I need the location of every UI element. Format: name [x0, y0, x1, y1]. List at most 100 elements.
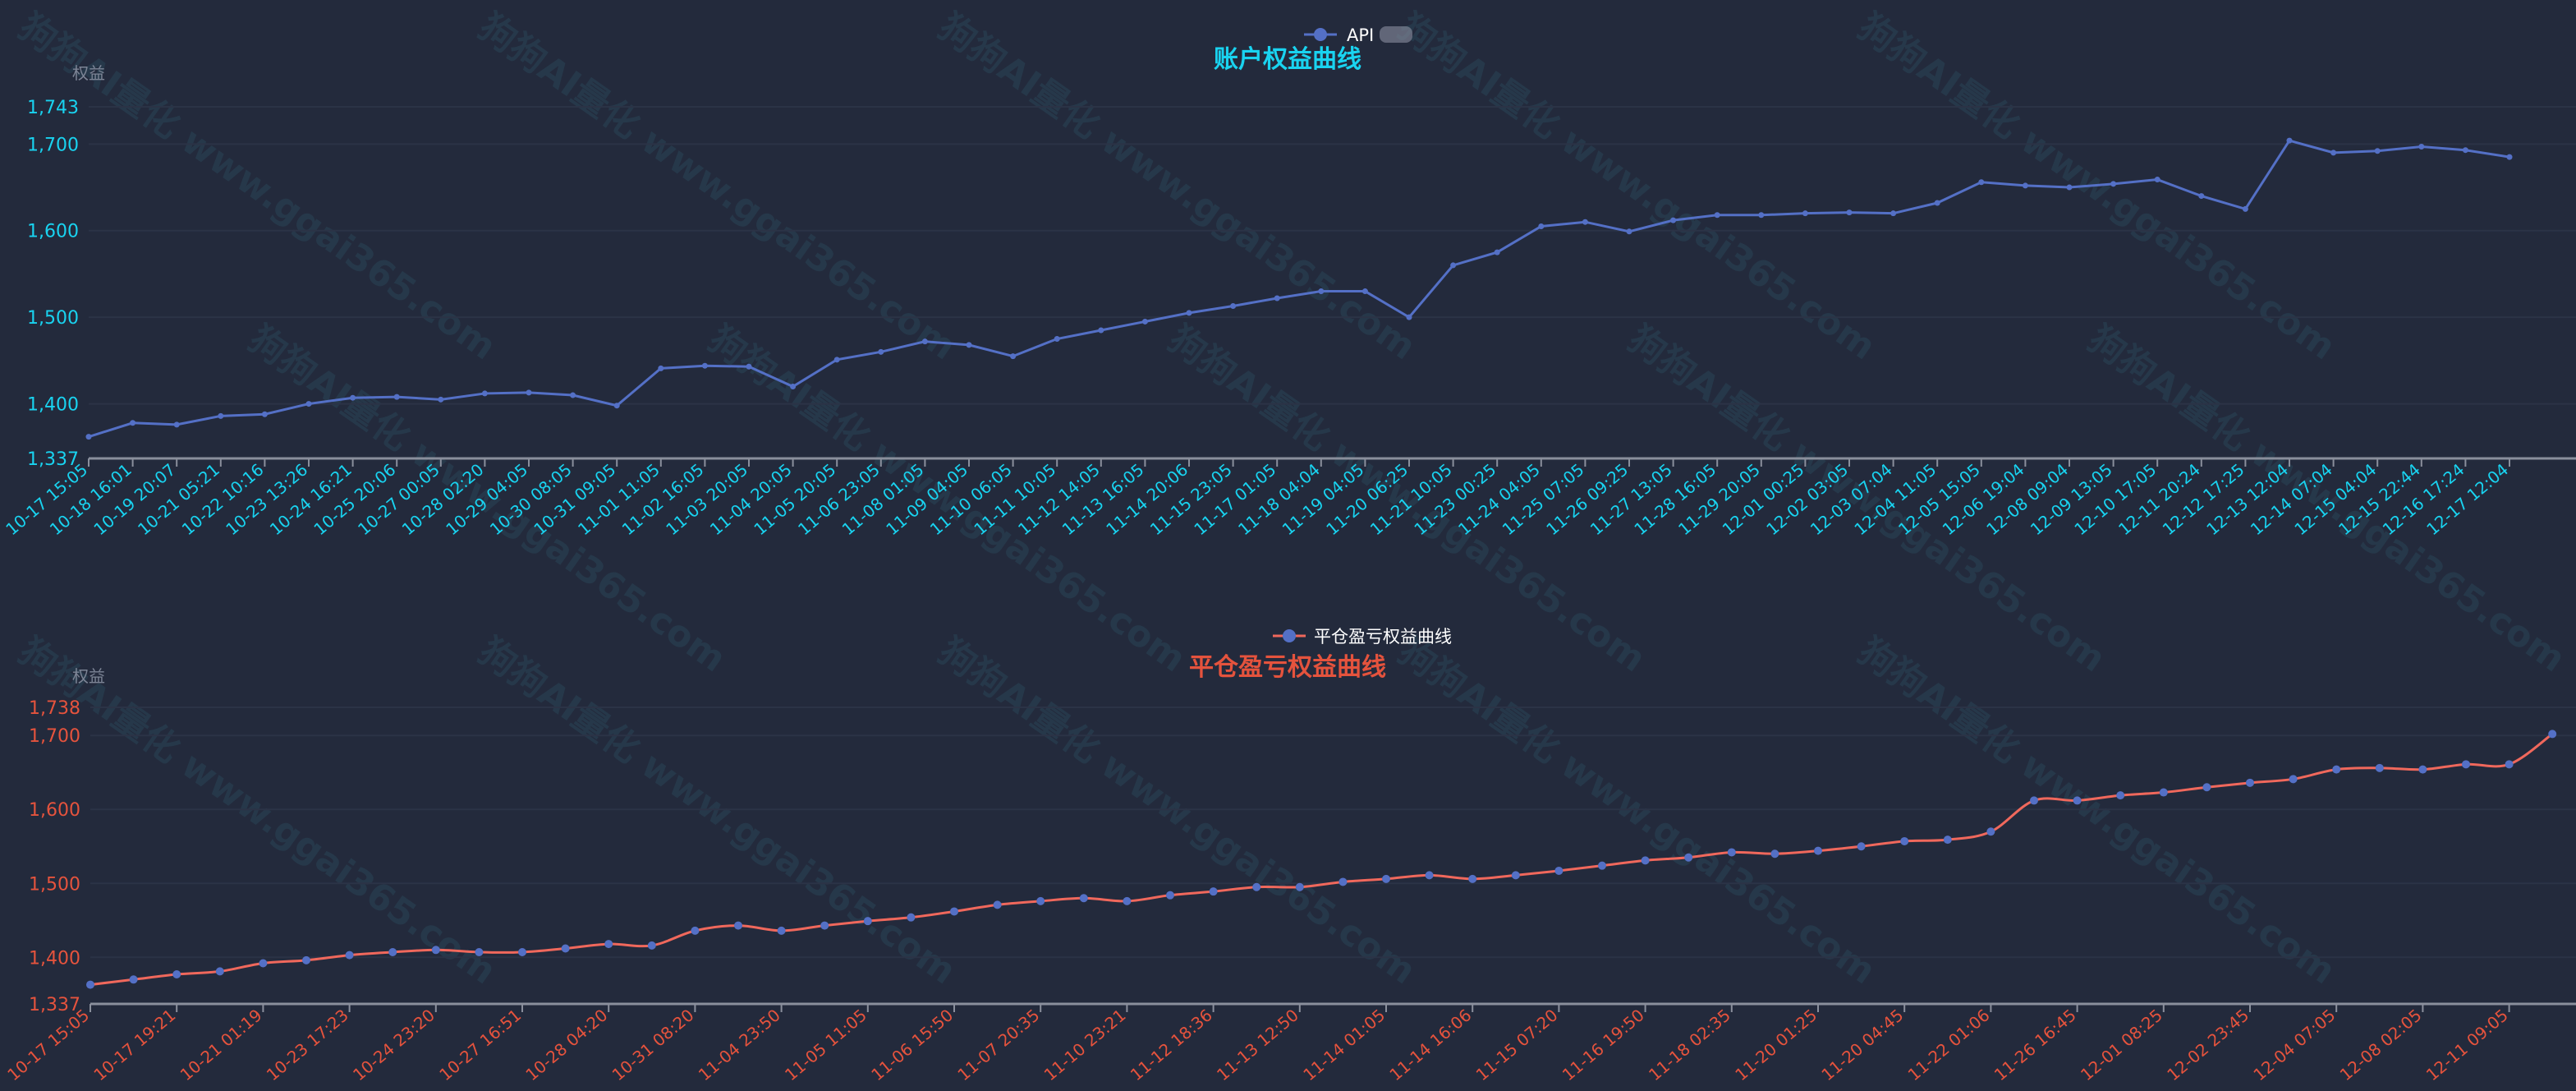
bottom-series	[86, 730, 2557, 989]
data-point	[1382, 874, 1390, 883]
data-point	[2375, 763, 2384, 772]
bottom-legend[interactable]: 平仓盈亏权益曲线	[1273, 627, 1452, 647]
data-point	[2462, 760, 2470, 769]
bottom-y-axis-name: 权益	[72, 666, 105, 686]
data-point	[2030, 796, 2038, 805]
x-tick-label: 10-24 23:20	[349, 1005, 439, 1084]
top-y-axis-name: 权益	[72, 63, 105, 83]
data-point	[2418, 765, 2427, 774]
data-point	[393, 394, 400, 400]
data-point	[570, 392, 576, 398]
watermark-text: 狗狗AI量化 www.ggai365.com	[931, 630, 1423, 992]
data-point	[1186, 310, 1192, 316]
data-point	[1141, 318, 1148, 325]
data-point	[218, 412, 224, 419]
watermark-text: 狗狗AI量化 www.ggai365.com	[1391, 630, 1883, 992]
data-point	[1098, 327, 1104, 334]
x-tick-label: 11-06 15:50	[867, 1005, 957, 1084]
x-tick-label: 12-11 09:05	[2422, 1005, 2512, 1084]
data-point	[1758, 212, 1765, 219]
series-line	[88, 139, 2510, 439]
data-point	[604, 940, 613, 949]
watermark-text: 狗狗AI量化 www.ggai365.com	[701, 318, 1193, 680]
top-chart-title: 账户权益曲线	[1214, 45, 1361, 74]
top-grid	[89, 106, 2576, 405]
data-point	[1670, 217, 1677, 223]
data-point	[647, 941, 656, 950]
data-point	[561, 944, 570, 953]
data-point	[1890, 210, 1897, 217]
data-point	[1054, 336, 1060, 343]
data-point	[921, 338, 928, 345]
data-point	[2242, 205, 2248, 212]
data-point	[1538, 223, 1545, 229]
y-tick-label: 1,738	[29, 698, 80, 719]
data-point	[1252, 882, 1261, 891]
data-point	[1318, 288, 1325, 295]
data-point	[2505, 760, 2514, 769]
data-point	[1582, 219, 1588, 225]
data-point	[950, 907, 958, 916]
x-tick-label: 10-17 19:21	[90, 1005, 179, 1084]
x-tick-label: 11-13 12:50	[1213, 1005, 1302, 1084]
data-point	[1274, 295, 1280, 302]
data-point	[2418, 143, 2425, 150]
x-tick-label: 10-28 04:20	[521, 1005, 611, 1084]
data-point	[746, 363, 752, 370]
data-point	[261, 411, 268, 417]
x-tick-label: 11-04 23:50	[695, 1005, 784, 1084]
watermark-text: 狗狗AI量化 www.ggai365.com	[1851, 6, 2343, 368]
data-point	[172, 969, 181, 978]
data-point	[1934, 200, 1940, 206]
data-point	[1494, 249, 1500, 255]
data-point	[1802, 210, 1808, 217]
data-point	[518, 947, 526, 956]
x-tick-label: 12-01 08:25	[2077, 1005, 2166, 1084]
y-tick-label: 1,400	[29, 948, 80, 969]
y-tick-label: 1,500	[27, 308, 79, 329]
data-point	[130, 420, 136, 426]
data-point	[1079, 894, 1088, 903]
y-tick-label: 1,337	[27, 449, 79, 470]
x-tick-label: 10-27 16:51	[435, 1005, 525, 1084]
data-point	[2506, 154, 2513, 160]
data-point	[1425, 871, 1434, 880]
y-tick-label: 1,743	[27, 98, 79, 118]
data-point	[1857, 842, 1866, 851]
data-point	[878, 348, 884, 355]
top-y-axis: 1,337 1,400 1,500 1,600 1,700 1,743	[27, 98, 79, 470]
data-point	[1406, 314, 1412, 320]
watermark-text: 狗狗AI量化 www.ggai365.com	[471, 630, 963, 992]
legend-dot-icon	[1283, 629, 1296, 642]
data-point	[2374, 148, 2381, 154]
y-tick-label: 1,400	[27, 395, 79, 416]
watermark-text: 狗狗AI量化 www.ggai365.com	[1391, 6, 1883, 368]
data-point	[86, 980, 94, 989]
y-tick-label: 1,700	[27, 135, 79, 155]
data-point	[613, 403, 620, 409]
series-line	[90, 733, 2554, 987]
blurred-account-name	[1380, 26, 1412, 43]
bottom-y-axis: 1,337 1,400 1,500 1,600 1,700 1,738	[29, 698, 80, 1015]
data-point	[1986, 827, 1995, 836]
x-tick-label: 10-17 15:05	[3, 1005, 93, 1084]
data-point	[734, 921, 742, 930]
x-tick-label: 11-26 16:45	[1991, 1005, 2080, 1084]
data-point	[2110, 181, 2117, 187]
data-point	[1361, 288, 1368, 295]
data-point	[966, 342, 972, 348]
top-legend[interactable]: API	[1304, 25, 1412, 45]
x-tick-label: 12-04 07:05	[2249, 1005, 2339, 1084]
data-point	[438, 396, 444, 403]
data-point	[345, 951, 354, 960]
data-point	[1123, 896, 1132, 905]
x-tick-label: 11-05 11:05	[781, 1005, 870, 1084]
data-point	[1714, 212, 1720, 219]
y-tick-label: 1,500	[29, 874, 80, 895]
data-point	[388, 947, 397, 956]
data-point	[1943, 836, 1952, 845]
data-point	[863, 917, 872, 926]
x-tick-label: 11-14 16:06	[1385, 1005, 1475, 1084]
